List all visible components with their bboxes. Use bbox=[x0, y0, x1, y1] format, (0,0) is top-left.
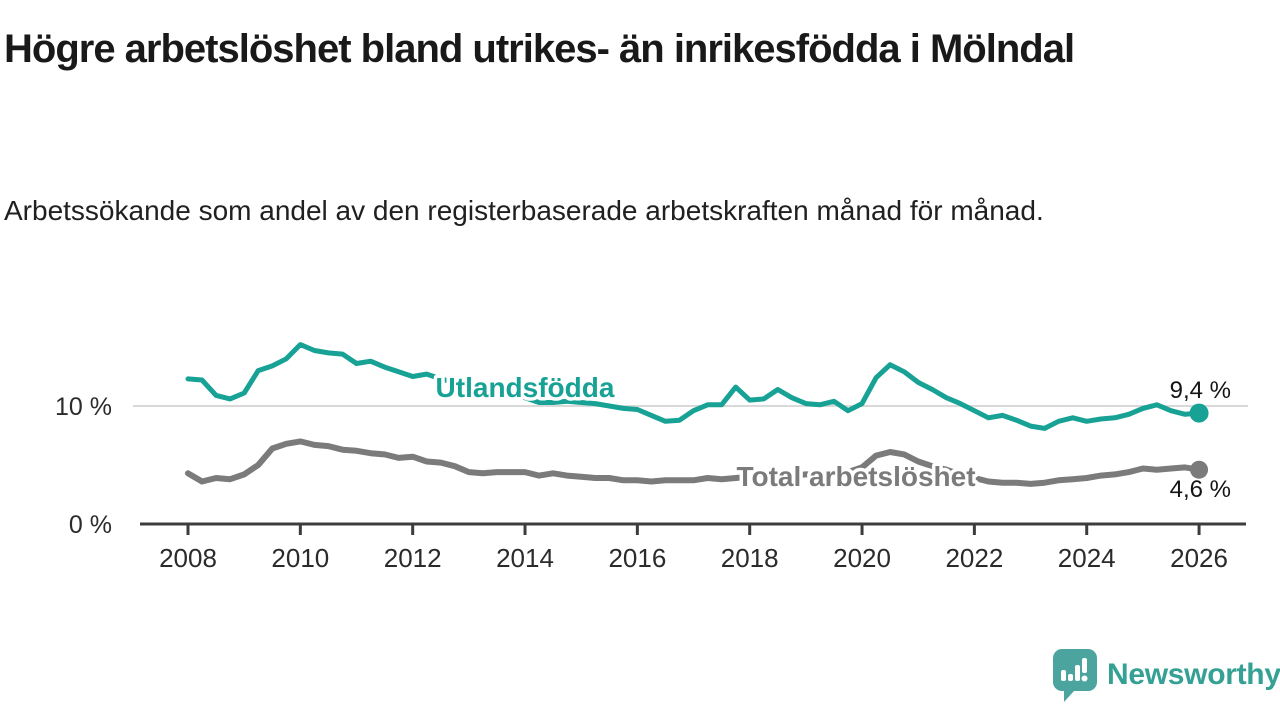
y-axis-label: 10 % bbox=[55, 393, 112, 421]
series-line-utlandsfodda bbox=[185, 342, 1202, 431]
series-label-utlandsfodda: Utlandsfödda bbox=[436, 372, 615, 403]
x-axis-tick-label: 2010 bbox=[271, 543, 329, 573]
end-value-label-utlandsfodda: 9,4 % bbox=[1170, 377, 1231, 404]
y-axis-label: 0 % bbox=[69, 511, 112, 539]
x-axis-tick-label: 2008 bbox=[159, 543, 217, 573]
series-line-total bbox=[185, 438, 1203, 487]
x-axis-tick-label: 2012 bbox=[384, 543, 442, 573]
chart-title: Högre arbetslöshet bland utrikes- än inr… bbox=[4, 27, 1075, 71]
series-label-total: Total arbetslöshet bbox=[736, 461, 975, 492]
x-axis-tick-label: 2014 bbox=[496, 543, 554, 573]
x-axis-tick-label: 2020 bbox=[833, 543, 891, 573]
x-axis-tick-label: 2016 bbox=[608, 543, 666, 573]
chart-subtitle: Arbetssökande som andel av den registerb… bbox=[4, 195, 1044, 226]
bar-chart-icon bbox=[1061, 658, 1088, 682]
x-axis-tick-label: 2024 bbox=[1058, 543, 1116, 573]
end-value-label-total: 4,6 % bbox=[1170, 476, 1231, 503]
x-axis-tick-label: 2026 bbox=[1170, 543, 1228, 573]
newsworthy-logo: Newsworthy bbox=[1052, 648, 1280, 702]
x-axis-tick-label: 2022 bbox=[945, 543, 1003, 573]
newsworthy-logo-icon bbox=[1053, 649, 1097, 702]
series-end-dot-total bbox=[1190, 460, 1209, 479]
series-end-dot-utlandsfodda bbox=[1189, 403, 1209, 423]
x-axis-tick-label: 2018 bbox=[721, 543, 779, 573]
newsworthy-wordmark: Newsworthy bbox=[1107, 658, 1280, 691]
